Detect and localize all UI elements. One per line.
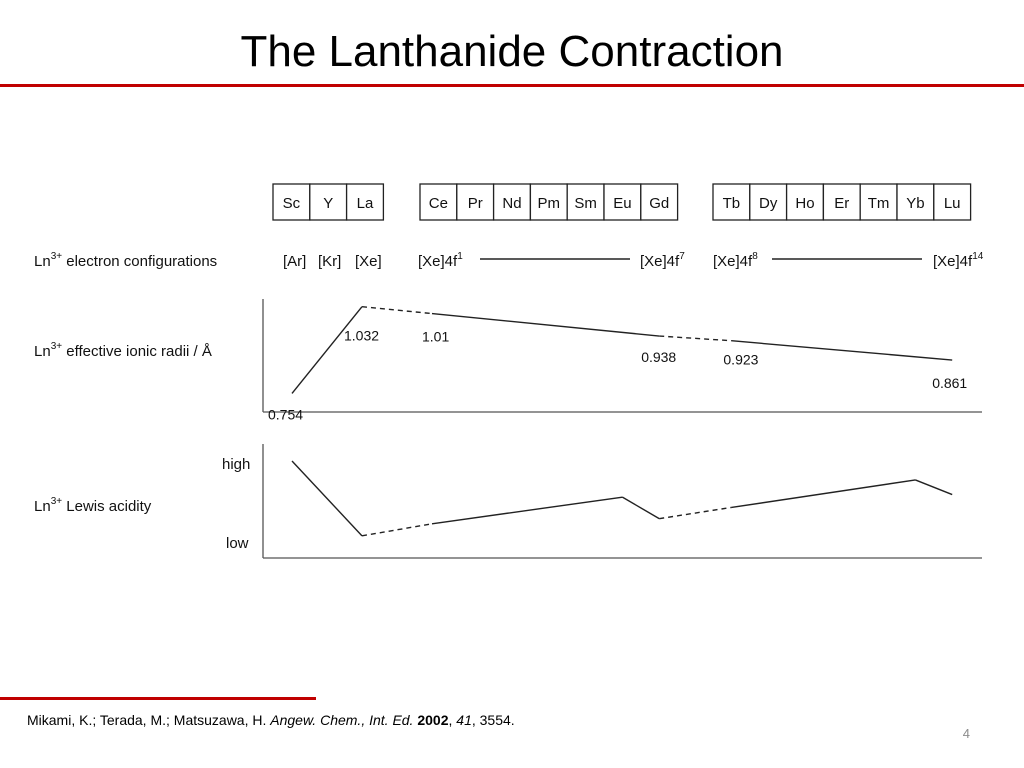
element-cell-ce [419, 183, 458, 221]
radii-segment-la-ce [361, 306, 433, 315]
radii-row-label: Ln3+ effective ionic radii / Å [34, 341, 212, 360]
radii-label-sc: 0.754 [268, 406, 303, 422]
element-symbol-gd: Gd [649, 195, 669, 212]
svg-text:Ln3+ effective ionic radii / Å: Ln3+ effective ionic radii / Å [34, 341, 212, 360]
acidity-segment-la-ce [361, 523, 433, 537]
citation-authors: Mikami, K.; Terada, M.; Matsuzawa, H. [27, 712, 271, 728]
element-cell-la [345, 183, 385, 221]
svg-text:Ln3+ electron configurations: Ln3+ electron configurations [34, 251, 217, 270]
element-cell-yb [896, 183, 935, 221]
acidity-segment-eu-gd [622, 496, 660, 520]
acidity-label-rest: Lewis acidity [62, 498, 152, 515]
radii-label-sup: 3+ [51, 341, 63, 352]
element-symbol-sm: Sm [574, 195, 597, 212]
element-symbol-eu: Eu [613, 195, 631, 212]
element-cell-sm [566, 183, 605, 221]
config-la: [Xe] [355, 253, 382, 270]
element-symbol-pm: Pm [538, 195, 561, 212]
ionic-radii-chart: 0.754 1.032 1.01 0.938 0.923 0.861 [262, 299, 982, 422]
slide-title: The Lanthanide Contraction [240, 27, 784, 76]
element-cell-pr [456, 183, 495, 221]
citation-journal: Angew. Chem., Int. Ed. [270, 712, 414, 728]
citation-year: 2002 [417, 712, 449, 728]
radii-label-gd: 0.938 [641, 349, 676, 365]
radii-segment-gd-tb [659, 335, 732, 342]
config-row-label: Ln3+ electron configurations [34, 251, 217, 270]
element-cell-ho [785, 183, 825, 221]
acidity-segment-ce-eu [431, 496, 623, 525]
element-cell-nd [492, 183, 532, 221]
config-label-ln: Ln [34, 253, 51, 270]
config-tb: [Xe]4f8 [713, 251, 758, 270]
acidity-high-label: high [222, 456, 250, 473]
acidity-label-sup: 3+ [51, 496, 63, 507]
citation: Mikami, K.; Terada, M.; Matsuzawa, H. An… [27, 712, 515, 728]
acidity-segment-gd-tb [659, 506, 732, 520]
citation-pages: , 3554. [471, 712, 515, 728]
acidity-segment-sc-la [291, 460, 363, 537]
acidity-low-label: low [226, 535, 249, 552]
element-symbol-pr: Pr [468, 195, 483, 212]
page-number: 4 [962, 726, 970, 741]
radii-label-la: 1.032 [344, 328, 379, 344]
element-cell-pm [529, 183, 568, 221]
element-symbol-dy: Dy [759, 195, 778, 212]
radii-segment-tb-lu [731, 340, 953, 361]
radii-label-ce: 1.01 [422, 329, 449, 345]
element-cell-eu [603, 183, 642, 221]
element-symbol-lu: Lu [944, 195, 961, 212]
element-symbol-ce: Ce [429, 195, 448, 212]
element-cell-tm [859, 183, 898, 221]
element-symbol-tm: Tm [868, 195, 890, 212]
config-lu: [Xe]4f14 [933, 251, 984, 270]
element-cell-dy [749, 183, 788, 221]
citation-volume: 41 [456, 712, 472, 728]
element-symbol-ho: Ho [795, 195, 814, 212]
config-label-rest: electron configurations [62, 253, 217, 270]
configuration-row: [Ar] [Kr] [Xe] [Xe]4f1 [Xe]4f7 [Xe]4f8 [Xe]4f1… [283, 251, 984, 270]
acidity-row-label: Ln3+ Lewis acidity high low [34, 456, 250, 552]
radii-label-rest: effective ionic radii / Å [62, 343, 212, 360]
element-symbol-er: Er [834, 195, 849, 212]
title-divider [0, 84, 1024, 87]
config-ce: [Xe]4f1 [418, 251, 463, 270]
radii-label-ln: Ln [34, 343, 51, 360]
citation-comma: , [448, 712, 457, 728]
element-symbol-y: Y [323, 195, 333, 212]
acidity-label-ln: Ln [34, 498, 51, 515]
acidity-segment-yb-lu [915, 479, 953, 496]
element-symbol-tb: Tb [723, 195, 741, 212]
element-cell-sc [272, 183, 311, 221]
acidity-segment-tb-yb [731, 479, 916, 509]
radii-segment-ce-gd [431, 312, 660, 337]
config-sc: [Ar] [283, 253, 306, 270]
footer-divider [0, 697, 316, 700]
config-y: [Kr] [318, 253, 341, 270]
config-label-sup: 3+ [51, 251, 63, 262]
element-cell-lu [933, 183, 972, 221]
element-symbol-la: La [357, 195, 374, 212]
radii-label-lu: 0.861 [932, 375, 967, 391]
element-boxes: Sc Y La Ce Pr Nd Pm Sm Eu Gd Tb Dy Ho Er Tm Yb Lu [272, 183, 972, 221]
element-symbol-yb: Yb [906, 195, 924, 212]
lewis-acidity-chart [262, 444, 982, 559]
element-cell-tb [712, 183, 751, 221]
radii-label-tb: 0.923 [723, 352, 758, 368]
element-symbol-nd: Nd [502, 195, 521, 212]
svg-text:Ln3+ Lewis acidity: Ln3+ Lewis acidity [34, 496, 152, 515]
config-gd: [Xe]4f7 [640, 251, 685, 270]
radii-segment-sc-la [291, 306, 363, 394]
element-cell-gd [640, 183, 679, 221]
element-symbol-sc: Sc [283, 195, 301, 212]
